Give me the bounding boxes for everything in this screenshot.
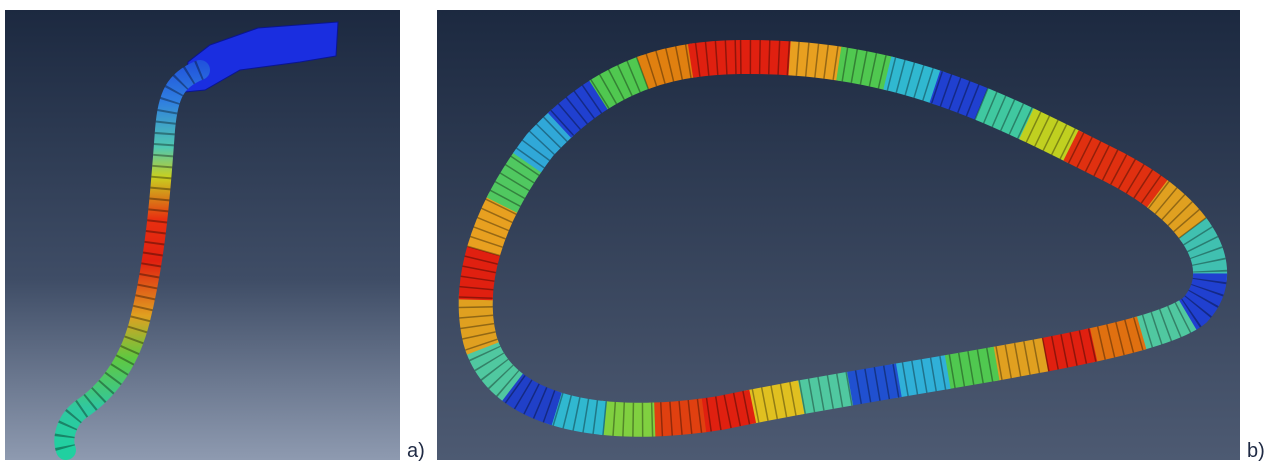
panel-label: b) [1247,440,1265,463]
panel-label: a) [407,440,425,463]
page: a) b) (() => { const data = JSON.parse(d… [0,0,1277,468]
figure [0,0,1277,468]
